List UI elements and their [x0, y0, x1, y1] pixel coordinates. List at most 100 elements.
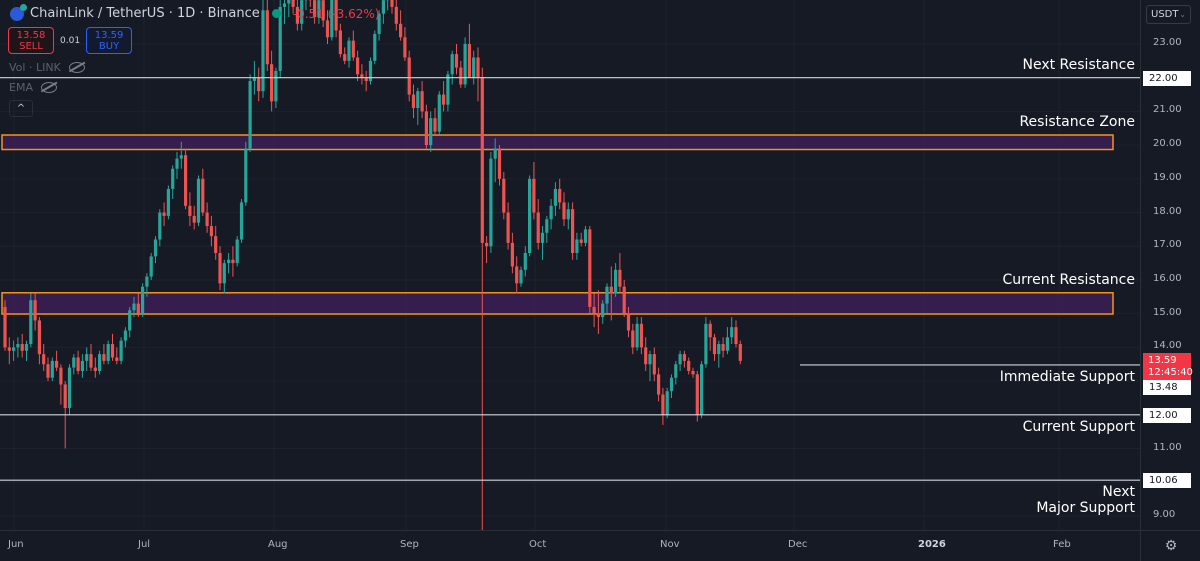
candle-body: [326, 20, 329, 37]
candle-body: [605, 287, 608, 304]
candle-body: [201, 179, 204, 213]
price-tick: 17.00: [1153, 239, 1182, 250]
candle-body: [640, 324, 643, 348]
candle-body: [507, 213, 510, 243]
candle-body: [89, 354, 92, 367]
candle-body: [347, 41, 350, 61]
buy-price: 13.59: [95, 30, 124, 41]
symbol-header: ChainLink / TetherUS · 1D · Binance -0.5…: [10, 6, 379, 21]
candle-body: [597, 314, 600, 317]
eye-hidden-icon[interactable]: [41, 82, 57, 93]
candle-body: [145, 277, 148, 287]
candle-body: [700, 364, 703, 415]
chart-settings-button[interactable]: ⚙: [1140, 530, 1200, 561]
candle-body: [141, 287, 144, 314]
candle-body: [210, 226, 213, 236]
candle-body: [511, 243, 514, 267]
candle-body: [167, 189, 170, 216]
candle-body: [64, 384, 67, 408]
candle-body: [180, 155, 183, 158]
candle-body: [59, 368, 62, 385]
candle-body: [425, 111, 428, 145]
gear-icon: ⚙: [1165, 538, 1178, 554]
symbol-title[interactable]: ChainLink / TetherUS · 1D · Binance: [30, 6, 260, 21]
currency-label: USDT: [1151, 9, 1178, 20]
candle-body: [274, 71, 277, 101]
candle-body: [85, 354, 88, 361]
indicator-volume[interactable]: Vol · LINK: [9, 61, 85, 74]
candle-body: [154, 240, 157, 257]
candle-body: [231, 260, 234, 263]
candle-body: [636, 324, 639, 348]
candle-body: [120, 341, 123, 361]
price-level-badge: 10.06: [1143, 473, 1191, 488]
buy-button[interactable]: 13.59 BUY: [86, 27, 132, 54]
candle-body: [618, 270, 621, 287]
candle-body: [270, 64, 273, 101]
level-label: Next Resistance: [1022, 57, 1135, 73]
candle-body: [657, 374, 660, 394]
candle-body: [704, 324, 707, 364]
indicator-ema[interactable]: EMA: [9, 81, 57, 94]
level-label: Immediate Support: [1000, 369, 1135, 385]
level-label: Current Support: [1023, 419, 1135, 435]
collapse-legend-button[interactable]: ^: [9, 100, 33, 117]
candlestick-plot[interactable]: [0, 0, 1140, 530]
candle-body: [102, 354, 105, 361]
currency-selector[interactable]: USDT ⌄: [1146, 5, 1191, 24]
zone-rect[interactable]: [2, 135, 1113, 149]
price-tick: 9.00: [1153, 509, 1175, 520]
candle-body: [42, 354, 45, 364]
candle-body: [244, 149, 247, 203]
candle-body: [38, 320, 41, 354]
candle-body: [257, 78, 260, 91]
price-tick: 19.00: [1153, 172, 1182, 183]
candle-body: [494, 149, 497, 159]
candle-body: [593, 307, 596, 314]
candle-body: [489, 159, 492, 247]
time-tick: Aug: [268, 539, 288, 550]
chevron-down-icon: ⌄: [1179, 10, 1186, 19]
candle-body: [421, 91, 424, 111]
price-axis[interactable]: USDT ⌄ 23.0022.0021.0020.0019.0018.0017.…: [1140, 0, 1200, 530]
price-tick: 18.00: [1153, 206, 1182, 217]
candle-body: [498, 149, 501, 179]
candle-body: [584, 229, 587, 242]
candle-body: [158, 213, 161, 240]
candle-body: [713, 337, 716, 354]
price-tick: 15.00: [1153, 307, 1182, 318]
candle-body: [356, 57, 359, 74]
time-tick: Nov: [660, 539, 680, 550]
candle-body: [515, 266, 518, 283]
candle-body: [687, 361, 690, 371]
sell-button[interactable]: 13.58 SELL: [8, 27, 54, 54]
candle-body: [72, 358, 75, 368]
time-tick: 2026: [918, 539, 946, 550]
candle-body: [111, 344, 114, 357]
candle-body: [150, 256, 153, 276]
level-label: Current Resistance: [1003, 272, 1135, 288]
candle-body: [343, 54, 346, 61]
candle-body: [21, 344, 24, 351]
candle-body: [171, 169, 174, 189]
zone-rect[interactable]: [2, 293, 1113, 314]
candle-body: [214, 236, 217, 253]
price-tick: 14.00: [1153, 340, 1182, 351]
candle-body: [68, 368, 71, 408]
candle-body: [575, 240, 578, 253]
eye-hidden-icon[interactable]: [69, 62, 85, 73]
last-price: 13.59: [1148, 355, 1191, 367]
candle-body: [287, 0, 290, 4]
candle-body: [12, 347, 15, 350]
market-open-status-icon: [272, 9, 281, 18]
candle-body: [562, 202, 565, 219]
candle-body: [696, 374, 699, 414]
candle-body: [532, 179, 535, 213]
candle-body: [451, 54, 454, 74]
candle-body: [648, 354, 651, 364]
candle-body: [16, 344, 19, 347]
candle-body: [739, 344, 742, 361]
